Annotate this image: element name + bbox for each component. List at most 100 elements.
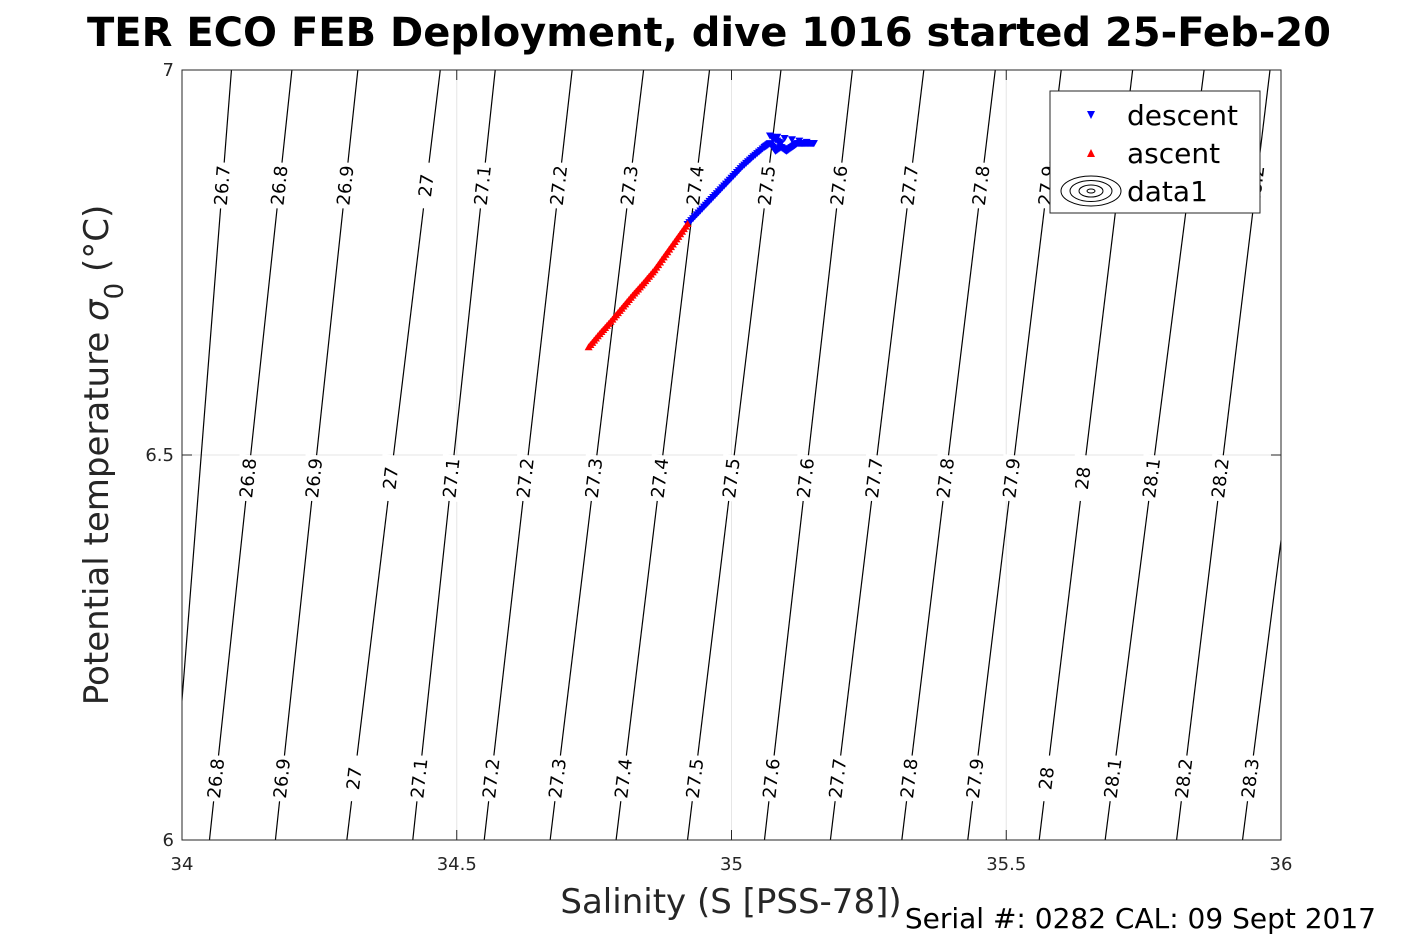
contour-label-bottom: 28.1 xyxy=(1099,754,1127,803)
contour-label-bottom: 27.8 xyxy=(895,754,924,803)
contour-label-bottom: 27.9 xyxy=(961,754,989,803)
contour-label-top: 27.3 xyxy=(615,161,644,210)
contour-label-text: 28 xyxy=(1072,466,1096,491)
contour-label-top: 26.8 xyxy=(266,161,293,210)
contour-label-backdrop xyxy=(717,453,746,503)
contour-label-mid: 27.5 xyxy=(717,453,746,503)
contour-label-text: 27 xyxy=(379,466,403,491)
x-tick-label: 34 xyxy=(171,854,194,875)
contour-label-text: 27.1 xyxy=(407,757,432,799)
contour-label-backdrop xyxy=(545,161,573,210)
x-axis-label: Salinity (S [PSS-78]) xyxy=(560,882,901,922)
descent-point xyxy=(776,140,785,148)
contour-label-top: 27 xyxy=(412,161,440,210)
contour-label-text: 27.1 xyxy=(471,165,496,207)
contour-label-top: 27.6 xyxy=(825,161,853,210)
y-axis-label-sub: 0 xyxy=(100,283,130,300)
contour-label-mid: 28.2 xyxy=(1206,453,1235,503)
contour-label-bottom: 28 xyxy=(1033,754,1061,803)
contour-label-text: 27.9 xyxy=(963,757,989,799)
contour-label-backdrop xyxy=(998,453,1026,503)
contour-label-text: 27.2 xyxy=(547,164,572,206)
contour-label-backdrop xyxy=(792,454,820,503)
contour-label-text: 27.6 xyxy=(759,757,784,799)
isopycnal-line xyxy=(1241,535,1281,840)
series-ascent xyxy=(584,220,692,351)
contour-label-mid: 27.3 xyxy=(580,453,608,503)
contour-label-text: 27.5 xyxy=(683,757,709,799)
contour-label-backdrop xyxy=(543,754,572,803)
x-tick-label: 34.5 xyxy=(437,854,477,875)
contour-label-backdrop xyxy=(209,161,236,210)
contour-label-text: 27.4 xyxy=(683,164,709,206)
legend-label-descent: descent xyxy=(1127,99,1238,132)
contour-label-top: 26.9 xyxy=(332,161,359,210)
contour-label-backdrop xyxy=(202,754,230,803)
contour-label-bottom: 27.6 xyxy=(757,754,786,803)
contour-label-text: 26.9 xyxy=(270,757,295,799)
descent-point xyxy=(780,135,789,143)
contour-label-backdrop xyxy=(1236,754,1265,803)
contour-label-backdrop xyxy=(1137,453,1166,503)
serial-calibration-footer: Serial #: 0282 CAL: 09 Sept 2017 xyxy=(905,902,1376,935)
contour-label-backdrop xyxy=(266,161,293,210)
contour-label-backdrop xyxy=(512,454,540,503)
contour-label-mid: 27.4 xyxy=(646,453,674,503)
contour-label-text: 28 xyxy=(1035,766,1059,791)
contour-label-backdrop xyxy=(412,161,440,210)
contour-label-backdrop xyxy=(860,453,889,503)
contour-label-backdrop xyxy=(1069,453,1097,503)
contour-label-text: 27.2 xyxy=(479,757,504,799)
contour-label-text: 26.8 xyxy=(267,165,292,207)
contour-label-backdrop xyxy=(896,161,924,210)
contour-label-text: 27.1 xyxy=(439,457,464,499)
legend-label-data1: data1 xyxy=(1127,175,1208,208)
contour-label-text: 27.7 xyxy=(826,757,852,799)
contour-label-text: 27.5 xyxy=(719,457,745,499)
x-tick-label: 36 xyxy=(1270,854,1293,875)
y-axis-label-main: Potential temperature xyxy=(77,321,117,705)
contour-label-bottom: 27.7 xyxy=(824,754,852,803)
contour-label-mid: 27.8 xyxy=(932,453,960,503)
contour-label-text: 27.4 xyxy=(648,457,674,499)
y-tick-label: 6.5 xyxy=(145,445,174,466)
contour-label-backdrop xyxy=(1033,754,1061,803)
contour-label-text: 27.9 xyxy=(999,457,1025,499)
contour-label-mid: 27.7 xyxy=(860,453,889,503)
contour-label-backdrop xyxy=(300,454,328,503)
contour-label-text: 28.3 xyxy=(1238,757,1264,799)
descent-point xyxy=(809,140,818,148)
contour-label-text: 26.7 xyxy=(211,165,235,207)
contour-label-text: 26.9 xyxy=(333,165,358,207)
contour-label-backdrop xyxy=(405,754,433,803)
legend: descent ascent data1 xyxy=(1049,90,1261,214)
contour-label-text: 28.1 xyxy=(1101,757,1127,799)
contour-label-mid: 27.9 xyxy=(998,453,1026,503)
contour-label-text: 28.1 xyxy=(1139,457,1165,499)
contour-label-text: 27 xyxy=(415,173,439,198)
contour-label-text: 27.2 xyxy=(513,457,538,499)
contour-label-backdrop xyxy=(753,161,781,210)
contour-label-backdrop xyxy=(681,161,710,210)
contour-label-top: 27.8 xyxy=(967,161,995,210)
contour-label-text: 27.8 xyxy=(969,164,995,206)
contour-label-top: 27.7 xyxy=(896,161,924,210)
contour-label-top: 27.1 xyxy=(469,161,497,210)
contour-label-bottom: 27.5 xyxy=(681,754,709,803)
contour-label-text: 27.7 xyxy=(897,164,923,206)
contour-label-text: 27.8 xyxy=(897,757,923,799)
y-tick-label: 6 xyxy=(163,830,174,851)
contour-label-text: 26.8 xyxy=(236,457,261,499)
y-axis-label-unit: (°C) xyxy=(77,205,117,283)
contour-label-backdrop xyxy=(757,754,786,803)
descent-point xyxy=(787,136,796,144)
contour-label-bottom: 27.3 xyxy=(543,754,572,803)
contour-label-text: 28.2 xyxy=(1172,757,1198,799)
contour-label-text: 27.6 xyxy=(794,457,819,499)
contour-label-mid: 27 xyxy=(377,453,405,503)
x-tick-label: 35.5 xyxy=(986,854,1026,875)
contour-label-text: 27 xyxy=(343,766,367,791)
contour-label-text: 27.3 xyxy=(545,757,571,799)
contour-label-mid: 27.1 xyxy=(438,454,465,503)
x-tick-label: 35 xyxy=(720,854,743,875)
